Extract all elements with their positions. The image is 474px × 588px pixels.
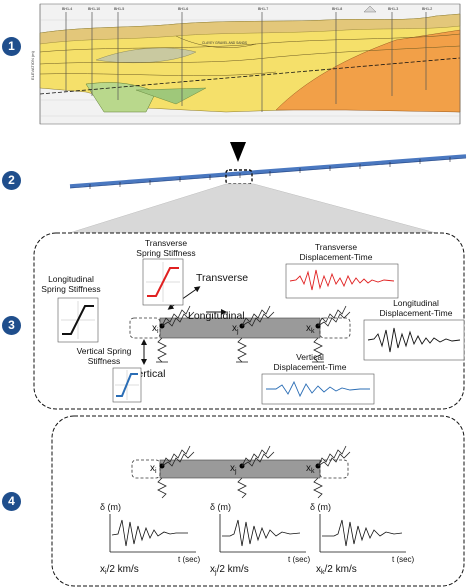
profile-inner-note: CLAYEY GRAVEL AND SANDS [202,41,247,45]
borehole-label: BH1-2 [422,7,432,11]
vertical-stiffness-title: Vertical Spring [77,346,132,356]
springs-node-k [312,305,351,363]
transverse-disp-title: Transverse [315,242,357,252]
borehole-label: BH1-5 [114,7,124,11]
transverse-disp-title-2: Displacement-Time [300,252,373,262]
plot-j-delay: xj/2 km/s [210,564,249,576]
response-plot-i: δ (m) xi/2 km/s t (sec) [100,502,201,576]
borehole-label: BH1-6 [178,7,188,11]
plot-i-curve [111,519,188,547]
node-k-label-4: xk [306,463,315,475]
node-j-label-4: xj [230,463,237,475]
transverse-disp-curve [289,269,395,291]
borehole-label: BH1-7 [258,7,268,11]
plot-i-xlabel: t (sec) [178,555,201,564]
springs-node-j [236,305,275,363]
longitudinal-disp-plot [363,319,465,361]
borehole-label: BH1-3 [388,7,398,11]
plot-k-xlabel: t (sec) [392,555,415,564]
vertical-disp-title: Vertical [296,352,324,362]
longitudinal-direction-label: Longitudinal [188,310,245,322]
springs-panel-4 [157,445,351,499]
plot-j-curve [222,519,301,547]
vertical-disp-plot [261,373,375,405]
longitudinal-stiffness-title-2: Spring Stiffness [41,284,100,294]
geological-profile: BH1-4 BH1-10 BH1-5 BH1-6 BH1-7 BH1-8 BH1… [26,0,470,140]
panel-4-frame [51,415,465,587]
response-plot-k: δ (m) xk/2 km/s t (sec) [310,502,415,576]
step-badge-3: 3 [2,316,21,335]
borehole-label: BH1-8 [332,7,342,11]
borehole-label: BH1-4 [62,7,72,11]
response-plot-j: δ (m) xj/2 km/s t (sec) [210,502,311,576]
springs-node-i [156,305,195,363]
step-badge-4: 4 [2,492,21,511]
node-j-label: xj [232,323,239,335]
transverse-stiffness-title: Transverse [145,238,187,248]
borehole-label: BH1-10 [88,7,100,11]
node-i-label-4: xi [150,463,157,475]
transverse-stiffness-curve [147,267,179,297]
down-arrow-icon [230,142,246,162]
elevation-axis-label: ELEVATION (m) [30,50,35,80]
step-badge-2: 2 [2,171,21,190]
pipe-segment-4 [159,459,321,479]
node-k-label: xk [306,323,315,335]
longitudinal-stiffness-title: Longitudinal [48,274,94,284]
transverse-stiffness-title-2: Spring Stiffness [136,248,195,258]
vertical-stiffness-title-2: Stiffness [88,356,120,366]
longitudinal-disp-title: Longitudinal [393,298,439,308]
node-i-label: xi [152,323,159,335]
plot-k-delay: xk/2 km/s [316,564,357,576]
vertical-stiffness-curve [116,373,138,397]
plot-j-ylabel: δ (m) [210,502,231,512]
vertical-disp-title-2: Displacement-Time [274,362,347,372]
pipe-end-left [129,317,161,339]
plot-k-curve [322,519,403,547]
plot-j-xlabel: t (sec) [288,555,311,564]
vertical-disp-curve [266,380,370,398]
longitudinal-stiffness-curve [62,305,94,335]
plot-i-delay: xi/2 km/s [100,564,139,576]
pipe-end-right [319,317,351,339]
plot-k-ylabel: δ (m) [310,502,331,512]
step-badge-1: 1 [2,37,21,56]
transverse-direction-label: Transverse [196,272,248,284]
plot-i-ylabel: δ (m) [100,502,121,512]
longitudinal-disp-curve [367,327,461,353]
longitudinal-disp-title-2: Displacement-Time [380,308,453,318]
